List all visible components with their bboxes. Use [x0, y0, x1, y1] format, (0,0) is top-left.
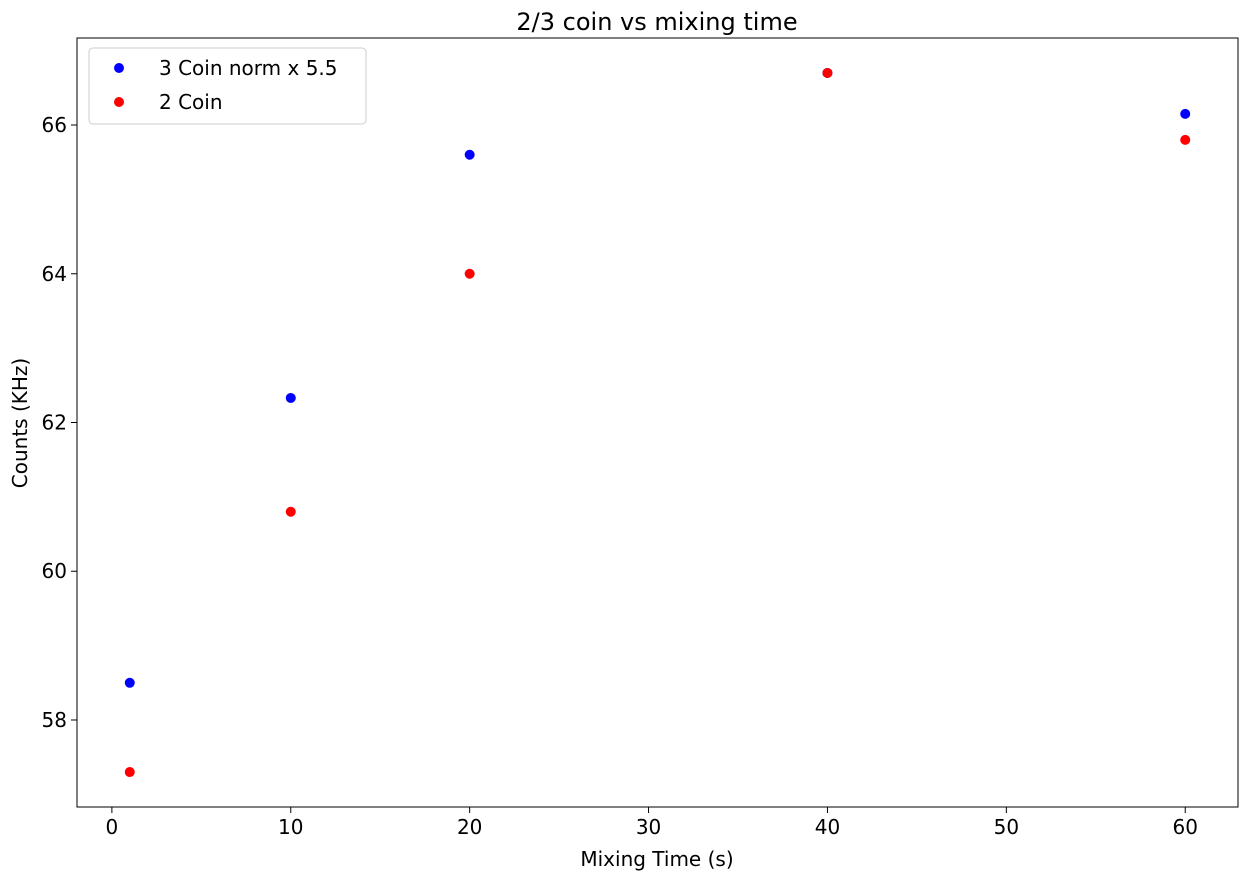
legend-label: 2 Coin [159, 90, 223, 114]
x-tick-label: 50 [994, 815, 1019, 839]
x-tick-label: 30 [636, 815, 661, 839]
x-axis-ticks: 0 10 20 30 40 50 60 [106, 807, 1198, 839]
y-tick-label: 58 [42, 708, 67, 732]
x-tick-label: 60 [1173, 815, 1198, 839]
legend-box [88, 47, 367, 125]
data-point-2 [822, 67, 833, 78]
x-tick-label: 20 [457, 815, 482, 839]
data-point-1 [124, 677, 135, 688]
legend: 3 Coin norm x 5.5 2 Coin [88, 47, 367, 125]
data-points [124, 67, 1191, 778]
x-tick-label: 0 [106, 815, 119, 839]
data-point-2 [124, 767, 135, 778]
data-point-1 [464, 149, 475, 160]
chart-title: 2/3 coin vs mixing time [516, 8, 797, 36]
plot-area [76, 37, 1239, 808]
x-tick-label: 40 [815, 815, 840, 839]
y-tick-label: 62 [42, 411, 67, 435]
data-point-2 [285, 506, 296, 517]
data-point-2 [464, 268, 475, 279]
y-tick-label: 60 [42, 559, 67, 583]
legend-label: 3 Coin norm x 5.5 [159, 56, 338, 80]
y-axis-label: Counts (KHz) [8, 358, 32, 488]
legend-marker [114, 97, 124, 107]
data-point-1 [285, 392, 296, 403]
data-point-1 [1180, 108, 1191, 119]
x-axis-label: Mixing Time (s) [580, 847, 733, 871]
data-point-2 [1180, 134, 1191, 145]
y-tick-label: 64 [42, 262, 67, 286]
x-tick-label: 10 [278, 815, 303, 839]
y-axis-ticks: 58 60 62 64 66 [42, 113, 77, 732]
y-tick-label: 66 [42, 113, 67, 137]
legend-marker [114, 63, 124, 73]
